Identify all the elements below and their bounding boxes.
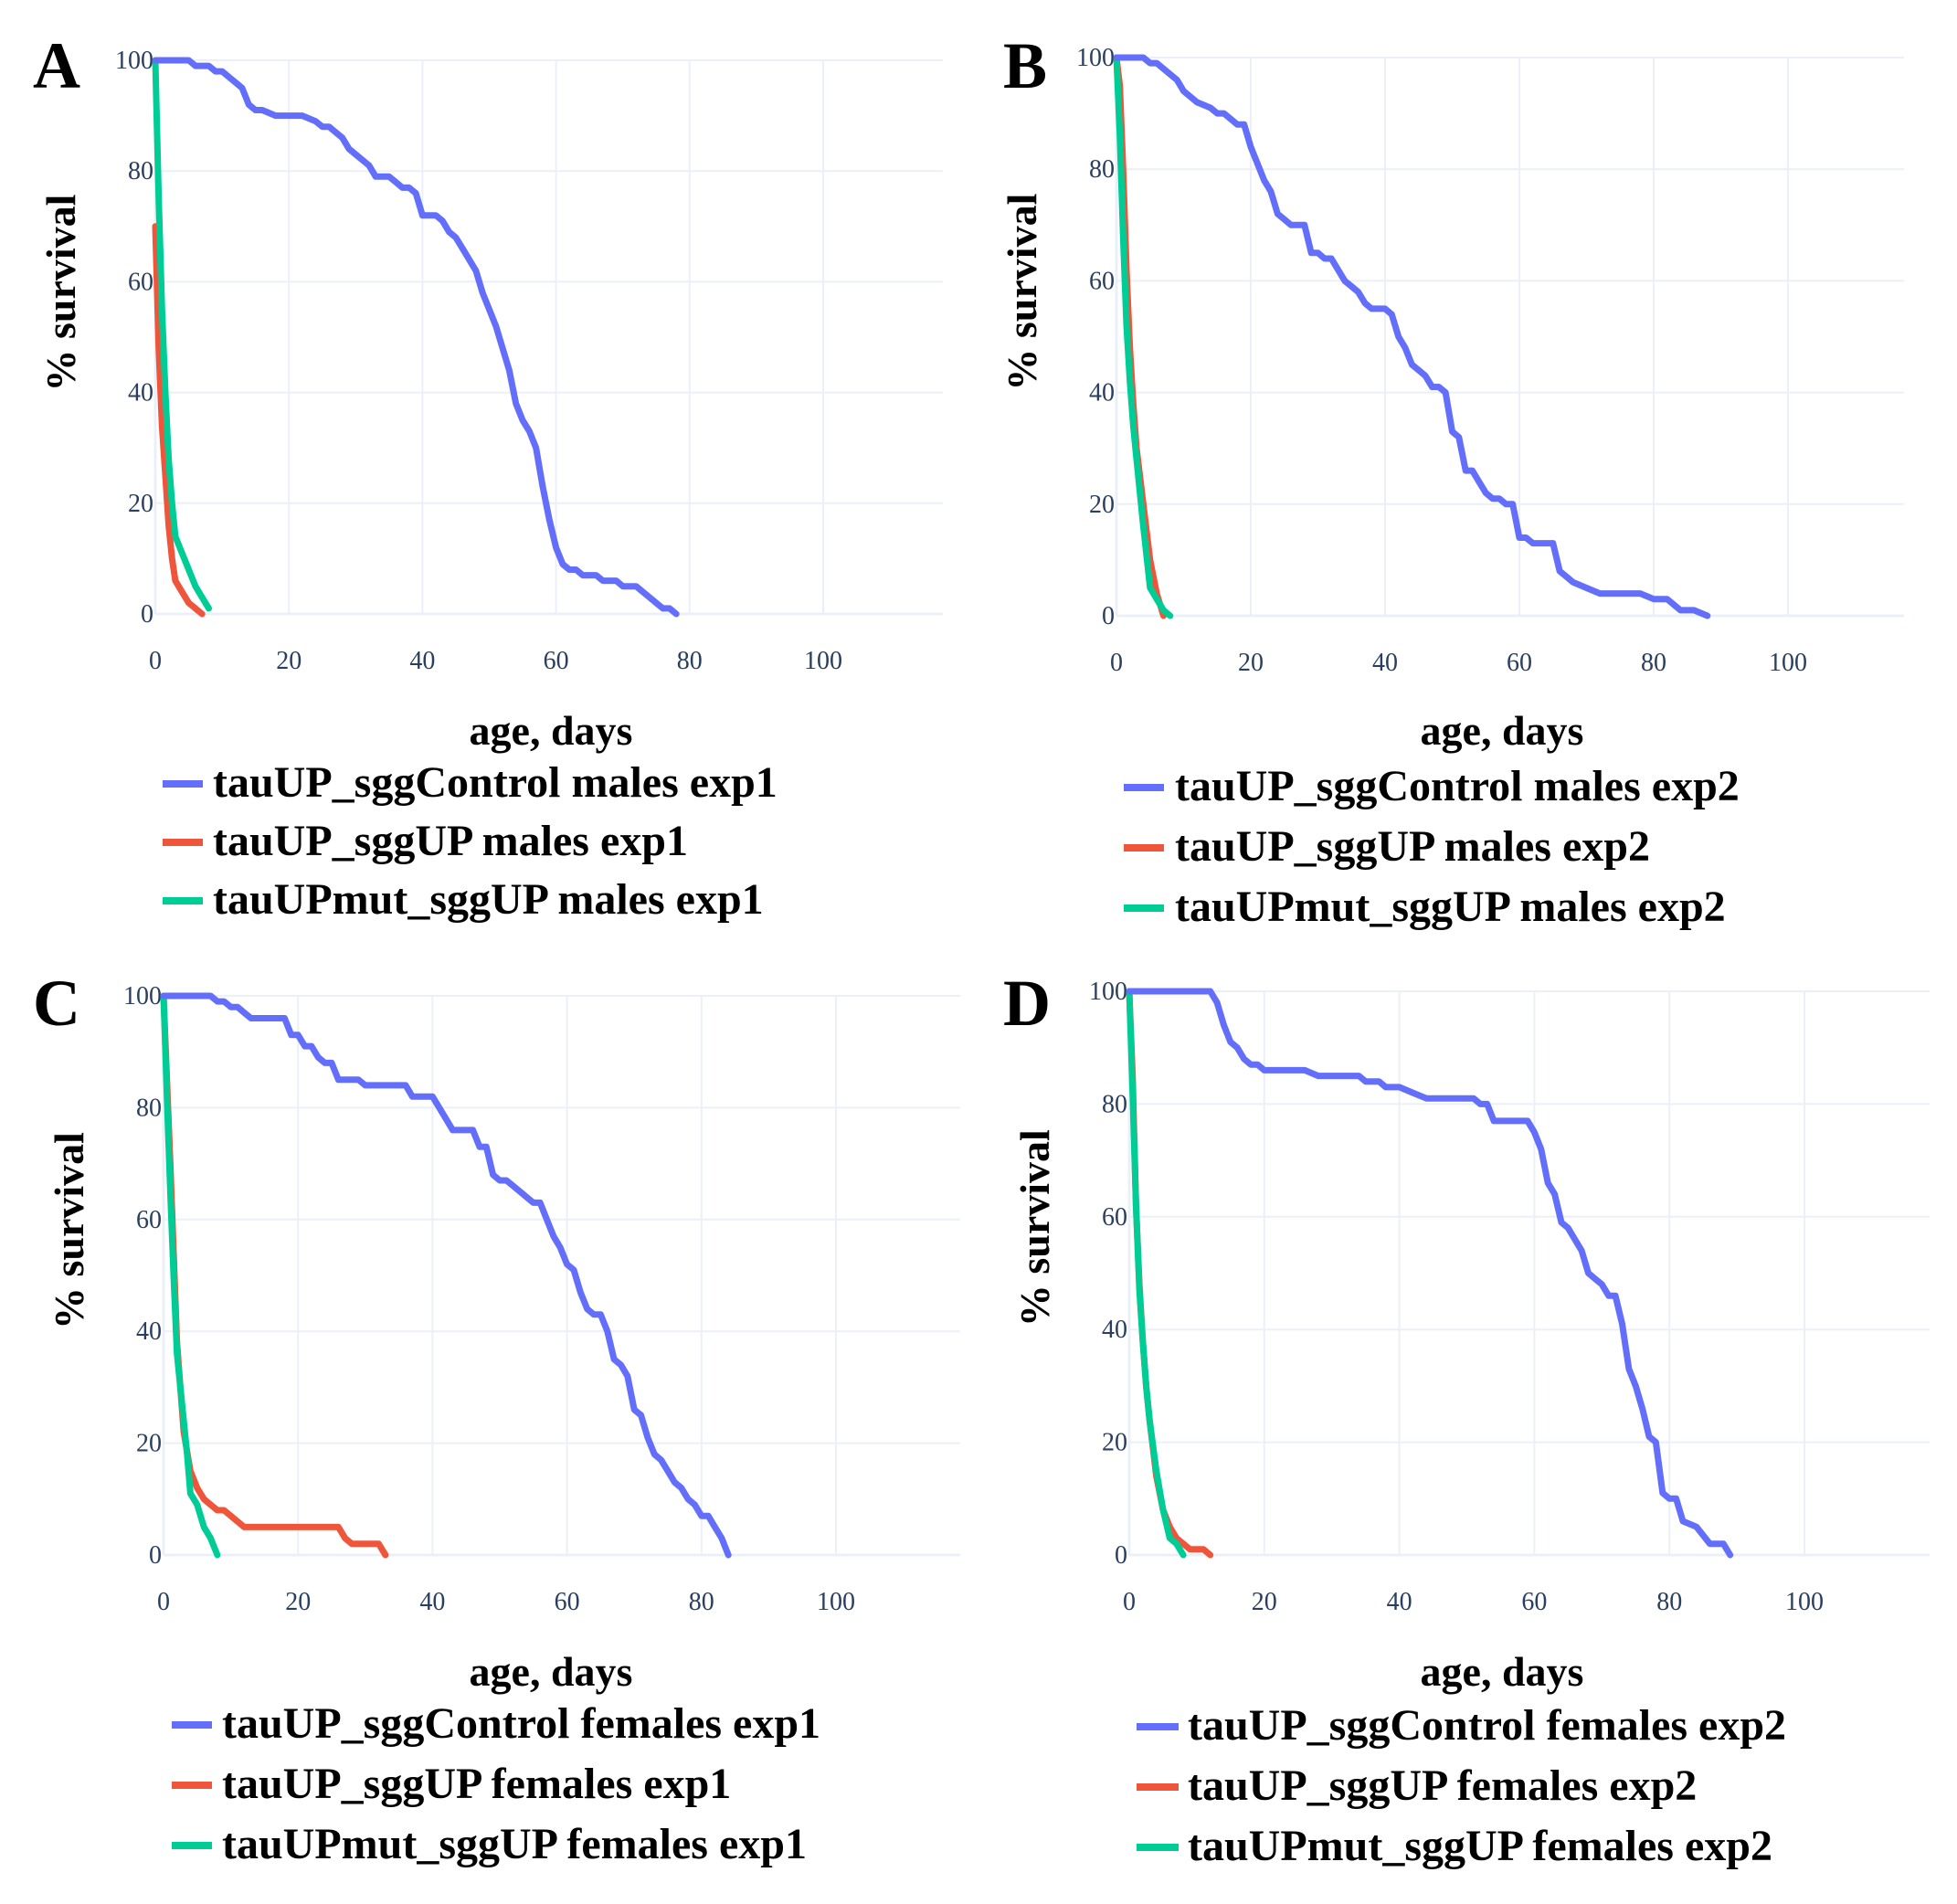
- x-tick-label: 20: [1238, 649, 1264, 677]
- y-axis-title: % survival: [37, 195, 84, 392]
- panel-letter: B: [1003, 29, 1047, 102]
- x-tick-label: 0: [1123, 1588, 1136, 1616]
- series-line-1: [152, 57, 680, 618]
- legend-label: tauUP_sggControl males exp2: [1175, 762, 1740, 810]
- series-line-1: [1126, 988, 1734, 1559]
- panel-d: D 0 20 40 60 80 100 0 20 40 60 80 100 age, days % surv…: [1003, 967, 1930, 1870]
- y-tick-label: 80: [128, 157, 153, 185]
- x-tick-label: 20: [276, 647, 301, 675]
- x-tick-label: 100: [1785, 1588, 1824, 1616]
- legend-label: tauUPmut_sggUP females exp2: [1188, 1822, 1772, 1870]
- x-tick-label: 0: [1110, 649, 1123, 677]
- series-line-3: [1126, 988, 1187, 1559]
- y-tick-label: 0: [149, 1541, 162, 1570]
- y-tick-label: 0: [141, 600, 153, 629]
- panel-b: B 0 20 40 60 80 100 0 20 40 60 80 100 age, days % surv…: [999, 29, 1904, 931]
- y-tick-label: 40: [1102, 1316, 1127, 1344]
- x-axis-title: age, days: [1421, 707, 1584, 754]
- x-tick-label: 60: [1507, 649, 1532, 677]
- y-axis-title: % survival: [46, 1132, 92, 1329]
- x-tick-label: 80: [1656, 1588, 1682, 1616]
- y-tick-label: 100: [123, 982, 162, 1010]
- y-tick-label: 100: [1089, 978, 1127, 1006]
- y-tick-label: 100: [1076, 44, 1115, 72]
- y-tick-label: 20: [1089, 491, 1115, 519]
- legend-label: tauUP_sggUP males exp2: [1175, 822, 1650, 871]
- panel-letter: C: [33, 967, 80, 1040]
- series-line-3: [152, 57, 212, 612]
- x-tick-label: 100: [1769, 649, 1807, 677]
- legend-label: tauUP_sggControl females exp1: [222, 1699, 820, 1748]
- y-tick-label: 80: [136, 1094, 162, 1122]
- series-line-1: [1113, 54, 1711, 619]
- x-tick-label: 100: [817, 1588, 855, 1616]
- x-tick-label: 0: [157, 1588, 170, 1616]
- y-tick-label: 60: [128, 268, 153, 296]
- y-tick-label: 60: [136, 1206, 162, 1234]
- legend-label: tauUP_sggUP males exp1: [213, 817, 688, 865]
- y-tick-label: 0: [1102, 602, 1115, 630]
- y-tick-label: 40: [128, 379, 153, 407]
- x-tick-label: 40: [1372, 649, 1398, 677]
- y-tick-label: 60: [1102, 1203, 1127, 1232]
- y-tick-label: 0: [1115, 1541, 1127, 1570]
- series-line-2: [160, 992, 389, 1559]
- x-tick-label: 80: [677, 647, 703, 675]
- y-tick-label: 80: [1089, 155, 1115, 184]
- x-tick-label: 100: [804, 647, 842, 675]
- legend-label: tauUP_sggUP females exp2: [1188, 1761, 1697, 1810]
- y-tick-label: 20: [128, 490, 153, 518]
- panel-letter: D: [1003, 967, 1051, 1040]
- x-tick-label: 60: [544, 647, 569, 675]
- x-tick-label: 20: [1252, 1588, 1277, 1616]
- x-axis-title: age, days: [1421, 1648, 1584, 1695]
- series-line-2: [152, 223, 206, 618]
- legend-label: tauUPmut_sggUP males exp2: [1175, 883, 1726, 931]
- y-axis-title: % survival: [1011, 1129, 1058, 1327]
- panel-c: C 0 20 40 60 80 100 0 20 40 60 80 100 age, days % surv…: [33, 967, 960, 1868]
- y-tick-label: 60: [1089, 267, 1115, 295]
- panel-letter: A: [33, 29, 80, 102]
- x-tick-label: 40: [409, 647, 435, 675]
- y-tick-label: 40: [1089, 379, 1115, 407]
- series-line-1: [160, 992, 732, 1559]
- x-tick-label: 40: [1387, 1588, 1412, 1616]
- legend-label: tauUP_sggUP females exp1: [222, 1760, 731, 1808]
- y-tick-label: 20: [1102, 1429, 1127, 1457]
- x-tick-label: 60: [555, 1588, 580, 1616]
- x-tick-label: 80: [1641, 649, 1666, 677]
- series-line-3: [1113, 54, 1174, 619]
- series-line-2: [1113, 54, 1167, 619]
- panel-a: A 0 20 40 60 80 100 0 20 40 60 80 100 age, days % surv…: [33, 29, 943, 924]
- x-tick-label: 0: [149, 647, 162, 675]
- legend-label: tauUPmut_sggUP males exp1: [213, 875, 764, 924]
- legend-label: tauUP_sggControl males exp1: [213, 758, 778, 807]
- y-tick-label: 40: [136, 1317, 162, 1346]
- legend-label: tauUPmut_sggUP females exp1: [222, 1820, 807, 1868]
- series-line-3: [160, 992, 221, 1559]
- x-tick-label: 80: [689, 1588, 714, 1616]
- x-axis-title: age, days: [470, 1648, 633, 1695]
- x-tick-label: 40: [419, 1588, 445, 1616]
- x-axis-title: age, days: [470, 707, 633, 754]
- y-axis-title: % survival: [999, 194, 1045, 391]
- y-tick-label: 20: [136, 1430, 162, 1458]
- x-tick-label: 20: [285, 1588, 311, 1616]
- x-tick-label: 60: [1521, 1588, 1547, 1616]
- legend-label: tauUP_sggControl females exp2: [1188, 1701, 1786, 1750]
- y-tick-label: 80: [1102, 1090, 1127, 1118]
- y-tick-label: 100: [115, 47, 153, 75]
